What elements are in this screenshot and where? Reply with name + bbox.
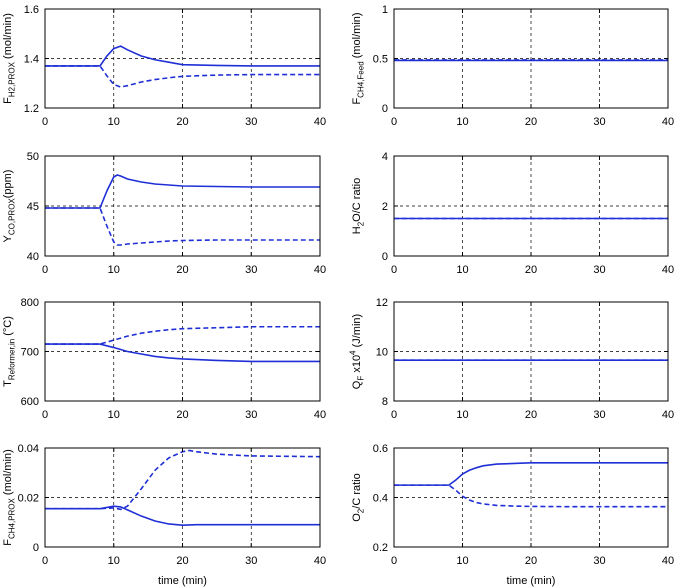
x-tick-label: 40 <box>314 409 326 421</box>
x-tick-label: 0 <box>391 116 397 128</box>
x-tick-label: 30 <box>593 409 605 421</box>
y-axis-label: FH2,PROX (mol/min) <box>2 13 17 104</box>
y-tick-label: 700 <box>21 347 39 359</box>
chart-panel: 0 10 20 30 40 0.2 0.4 0.6 O2/C ratio time (min) <box>351 443 674 587</box>
x-tick-label: 40 <box>662 555 674 567</box>
x-tick-label: 40 <box>662 409 674 421</box>
y-tick-label: 2 <box>382 201 388 213</box>
series-line-dashed <box>394 484 668 508</box>
y-axis-label: O2/C ratio <box>351 473 366 521</box>
y-axis-label: YCO,PROX(ppm) <box>2 170 17 243</box>
x-axis-label: time (min) <box>507 575 556 587</box>
chart-panel: 0 10 20 30 40 0 0.5 1 FCH4,Feed (mol/min) <box>351 4 674 128</box>
y-tick-label: 0 <box>33 542 39 554</box>
y-tick-label: 0.2 <box>373 542 388 554</box>
y-tick-label: 45 <box>27 201 39 213</box>
series-line-dashed <box>45 65 320 88</box>
chart-panel: 0 10 20 30 40 0 2 4 H2O/C ratio <box>351 151 674 276</box>
x-tick-label: 10 <box>456 409 468 421</box>
x-tick-label: 40 <box>662 116 674 128</box>
y-axis-label: QF x104 (J/min) <box>349 314 366 389</box>
x-tick-label: 10 <box>108 555 120 567</box>
y-tick-label: 0.5 <box>373 54 388 66</box>
x-tick-label: 30 <box>245 409 257 421</box>
x-tick-label: 10 <box>108 116 120 128</box>
x-tick-label: 30 <box>593 555 605 567</box>
x-tick-label: 40 <box>314 264 326 276</box>
series-line-dashed <box>45 449 321 511</box>
chart-panel: 0 10 20 30 40 1.2 1.4 1.6 FH2,PROX (mol/min) <box>2 4 326 128</box>
x-tick-label: 20 <box>176 264 188 276</box>
x-tick-label: 10 <box>108 264 120 276</box>
x-tick-label: 40 <box>662 264 674 276</box>
y-tick-label: 1.2 <box>24 103 39 115</box>
x-tick-label: 0 <box>42 555 48 567</box>
chart-panel: 0 10 20 30 40 600 700 800 TReformer,in (°C) <box>2 297 326 421</box>
x-tick-label: 30 <box>245 555 257 567</box>
y-axis-label: H2O/C ratio <box>351 178 366 234</box>
series-line-dashed <box>45 207 320 246</box>
x-tick-label: 40 <box>314 116 326 128</box>
x-tick-label: 0 <box>42 264 48 276</box>
x-tick-label: 30 <box>593 264 605 276</box>
x-tick-label: 0 <box>42 116 48 128</box>
y-tick-label: 0.6 <box>373 443 388 455</box>
y-tick-label: 8 <box>382 396 388 408</box>
x-tick-label: 0 <box>391 555 397 567</box>
chart-panel: 0 10 20 30 40 8 10 12 QF x104 (J/min) <box>349 297 675 421</box>
x-tick-label: 0 <box>42 409 48 421</box>
x-tick-label: 20 <box>525 116 537 128</box>
x-tick-label: 10 <box>108 409 120 421</box>
y-tick-label: 0.02 <box>18 493 39 505</box>
x-tick-label: 30 <box>245 116 257 128</box>
x-tick-label: 20 <box>176 116 188 128</box>
x-tick-label: 20 <box>525 409 537 421</box>
y-tick-label: 800 <box>21 297 39 309</box>
x-tick-label: 20 <box>525 555 537 567</box>
y-tick-label: 0.4 <box>373 493 388 505</box>
x-tick-label: 30 <box>593 116 605 128</box>
x-tick-label: 40 <box>314 555 326 567</box>
series-line-solid <box>45 343 320 363</box>
x-tick-label: 20 <box>525 264 537 276</box>
x-tick-label: 10 <box>456 264 468 276</box>
y-tick-label: 600 <box>21 396 39 408</box>
series-line-solid <box>45 505 320 527</box>
x-tick-label: 0 <box>391 409 397 421</box>
x-tick-label: 10 <box>456 116 468 128</box>
series-line-solid <box>45 174 320 209</box>
y-tick-label: 4 <box>382 151 388 163</box>
y-tick-label: 1.4 <box>24 54 39 66</box>
x-tick-label: 0 <box>391 264 397 276</box>
y-tick-label: 40 <box>27 251 39 263</box>
y-axis-label: FCH4,PROX (mol/min) <box>2 449 17 546</box>
y-tick-label: 10 <box>376 347 388 359</box>
y-tick-label: 0 <box>382 251 388 263</box>
series-line-dashed <box>45 325 320 345</box>
chart-panel: 0 10 20 30 40 40 45 50 YCO,PROX(ppm) <box>2 151 326 276</box>
x-tick-label: 30 <box>245 264 257 276</box>
x-axis-label: time (min) <box>158 575 207 587</box>
series-line-solid <box>45 45 320 67</box>
y-tick-label: 50 <box>27 151 39 163</box>
x-tick-label: 20 <box>176 409 188 421</box>
y-axis-label: FCH4,Feed (mol/min) <box>351 12 366 104</box>
y-tick-label: 0 <box>382 103 388 115</box>
y-tick-label: 0.04 <box>18 443 39 455</box>
series-line-solid <box>394 462 668 486</box>
x-tick-label: 20 <box>176 555 188 567</box>
y-tick-label: 12 <box>376 297 388 309</box>
y-tick-label: 1 <box>382 4 388 16</box>
y-axis-label: TReformer,in (°C) <box>2 316 17 387</box>
x-tick-label: 10 <box>456 555 468 567</box>
y-tick-label: 1.6 <box>24 4 39 16</box>
